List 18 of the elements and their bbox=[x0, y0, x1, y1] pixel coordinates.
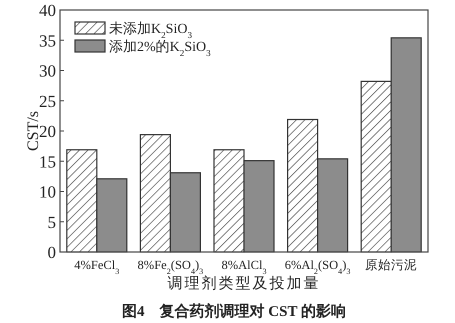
x-tick-label: 8%AlCl$_{3}$ bbox=[221, 258, 267, 276]
y-tick-label: 25 bbox=[39, 92, 56, 111]
y-tick-label: 15 bbox=[39, 152, 56, 172]
x-tick-label: 原始污泥 bbox=[365, 258, 418, 272]
legend-label: 添加2%的K$_{2}$SiO$_{3}$ bbox=[109, 39, 212, 58]
y-tick-label: 0 bbox=[48, 243, 56, 262]
y-tick-label: 10 bbox=[39, 182, 56, 202]
text: 图4 复合药剂调理对 CST 的影响 bbox=[122, 302, 346, 320]
y-tick-label: 30 bbox=[39, 62, 56, 80]
x-tick-label: 8%Fe$_{2}$(SO$_{4}$)$_{3}$ bbox=[138, 258, 204, 276]
y-tick-label: 40 bbox=[39, 1, 56, 20]
x-tick-label: 6%Al$_{2}$(SO$_{4}$)$_{3}$ bbox=[284, 258, 350, 276]
y-tick-label: 20 bbox=[39, 122, 56, 141]
y-tick-label: 35 bbox=[39, 31, 56, 50]
x-axis-title: 调理剂类型及投加量 bbox=[168, 275, 320, 292]
legend-label: 未添加K$_{2}$SiO$_{3}$ bbox=[109, 21, 192, 40]
x-tick-label: 4%FeCl$_{3}$ bbox=[74, 258, 120, 276]
y-tick-label: 5 bbox=[48, 212, 56, 232]
